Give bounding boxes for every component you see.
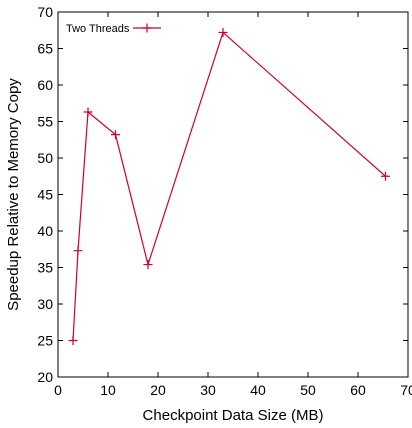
y-axis-label: Speedup Relative to Memory Copy (5, 78, 22, 311)
y-tick-label: 30 (37, 296, 53, 312)
x-axis-label: Checkpoint Data Size (MB) (143, 407, 324, 423)
x-tick-label: 20 (150, 382, 166, 398)
x-tick-label: 60 (350, 382, 366, 398)
y-tick-label: 25 (37, 333, 53, 349)
x-tick-label: 50 (300, 382, 316, 398)
y-tick-label: 45 (37, 187, 53, 203)
data-point (68, 336, 78, 345)
y-tick-label: 40 (37, 223, 53, 239)
y-tick-label: 70 (37, 4, 53, 20)
x-tick-label: 0 (54, 382, 62, 398)
data-point (381, 171, 390, 181)
data-point (111, 130, 120, 140)
y-tick-label: 20 (37, 369, 53, 385)
data-point (218, 27, 228, 37)
legend: Two Threads (66, 23, 161, 35)
y-tick-label: 60 (37, 77, 53, 93)
x-tick-label: 30 (200, 382, 216, 398)
y-tick-label: 50 (37, 150, 53, 166)
data-point (83, 107, 93, 117)
series-line (72, 31, 386, 341)
y-tick-label: 55 (37, 114, 53, 130)
legend-label: Two Threads (66, 23, 130, 35)
plot-frame (57, 11, 409, 378)
x-tick-label: 10 (100, 382, 116, 398)
legend-marker (142, 23, 152, 33)
x-tick-label: 70 (400, 382, 412, 398)
y-tick-label: 65 (37, 41, 53, 57)
series-group (68, 27, 390, 345)
axis-ticks: 0 10 20 30 40 50 60 70 20 25 30 35 40 45 50 55 60 65 70 (37, 4, 412, 398)
x-tick-label: 40 (250, 382, 266, 398)
y-tick-label: 35 (37, 260, 53, 276)
data-point (143, 260, 153, 270)
data-point (73, 246, 83, 256)
